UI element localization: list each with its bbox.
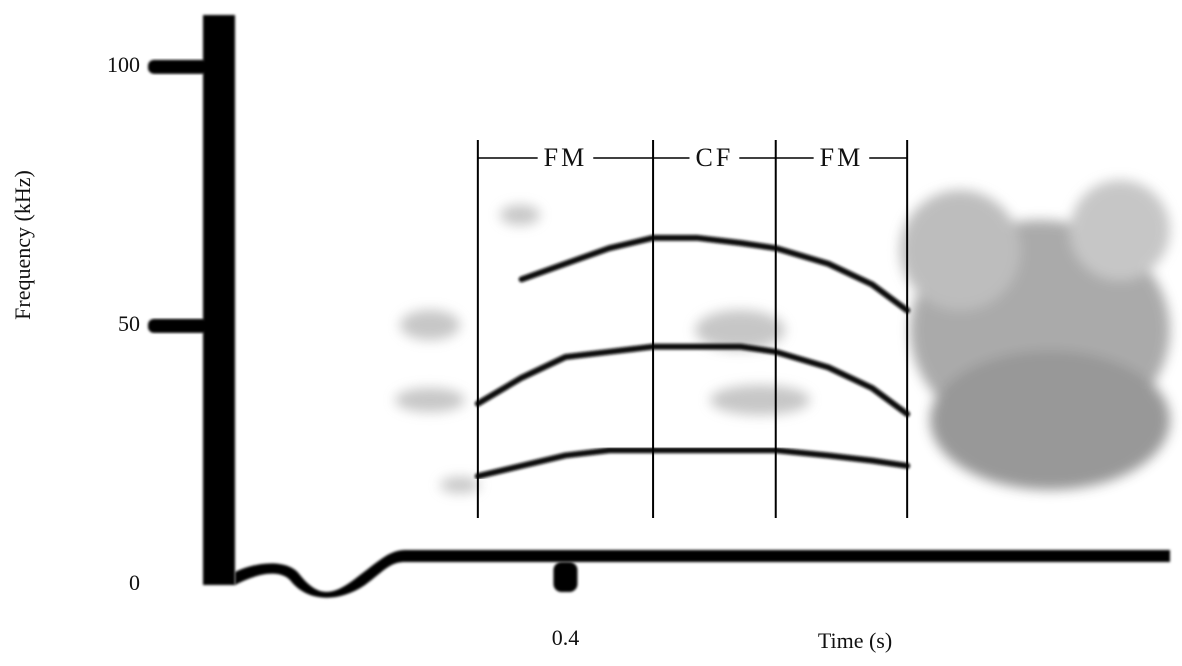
x-axis [235,550,1170,598]
segment-label-bg [689,146,740,172]
harmonic-line [474,343,911,417]
x-tick [553,562,578,592]
x-axis-label: Time (s) [818,628,892,653]
segment-label: FM [820,143,864,172]
harmonic-line [474,447,911,480]
y-tick [148,318,208,333]
segment-label: CF [695,143,733,172]
segment-label: FM [544,143,588,172]
y-tick-label: 100 [107,52,140,77]
y-tick [148,59,208,74]
noise [395,180,1170,493]
y-axis-label: Frequency (kHz) [10,170,35,320]
y-tick-label: 0 [129,570,140,595]
y-axis [203,15,235,585]
harmonic-line [518,234,911,314]
segment-label-bg [537,146,594,172]
x-tick-label: 0.4 [552,625,580,650]
segment-label-bg [813,146,870,172]
y-tick-label: 50 [118,311,140,336]
